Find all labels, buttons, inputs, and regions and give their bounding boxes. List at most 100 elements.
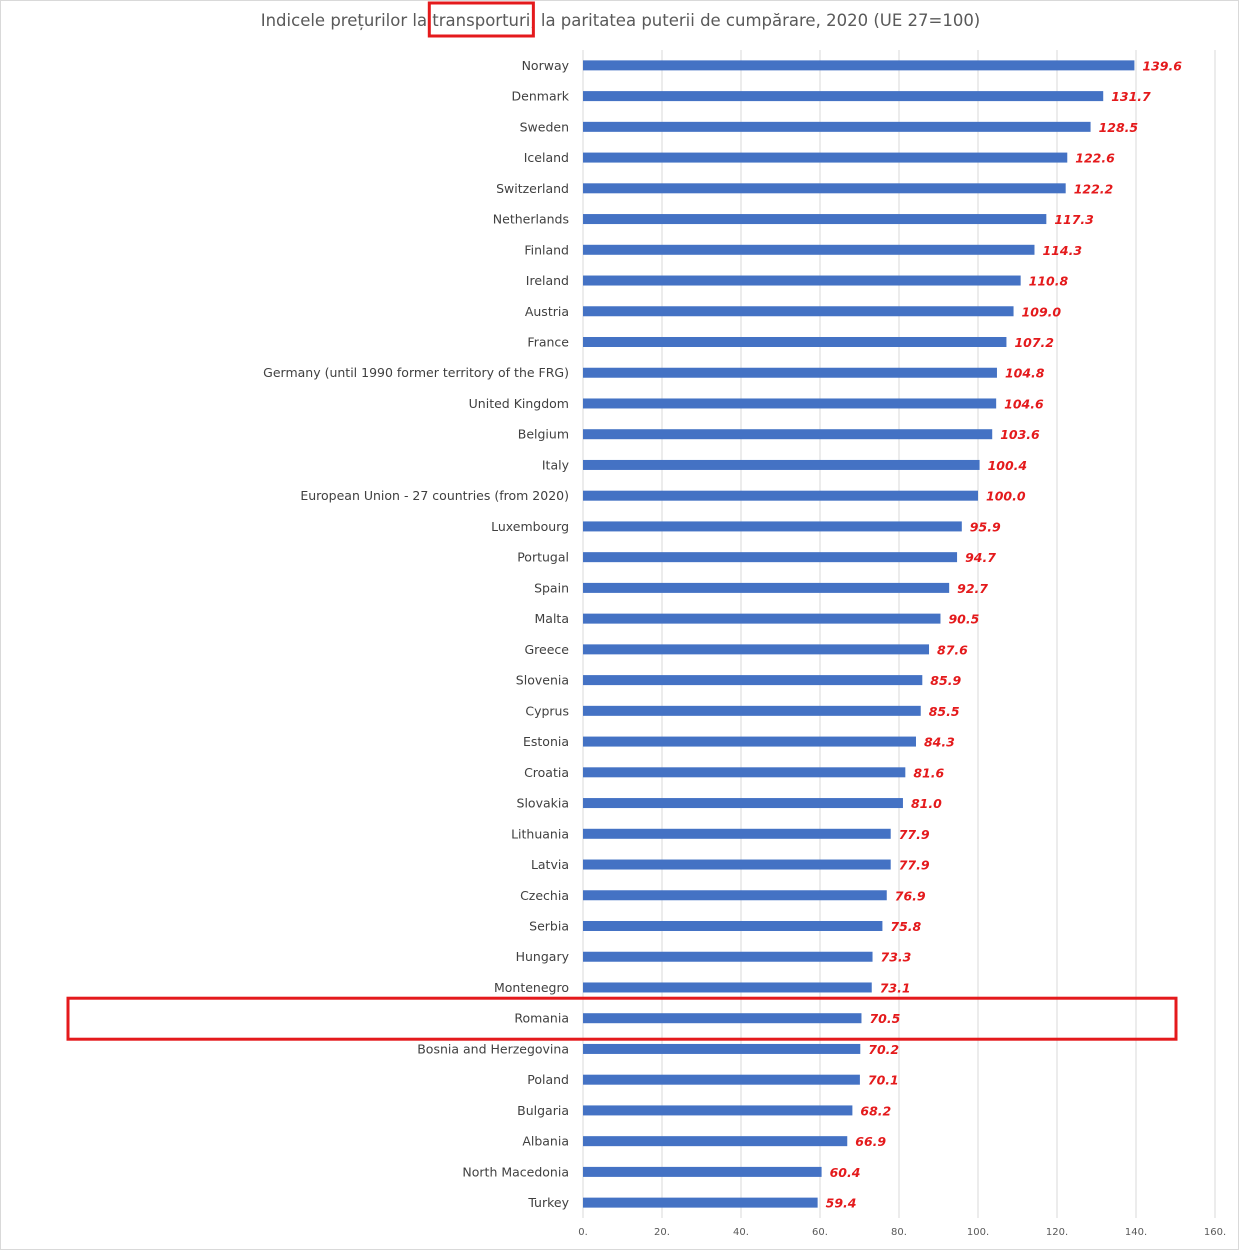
category-label: Germany (until 1990 former territory of … xyxy=(263,365,569,380)
bar xyxy=(583,1166,822,1177)
category-label: Austria xyxy=(525,304,569,319)
x-tick-label: 20. xyxy=(654,1227,670,1238)
highlight-box-title-word xyxy=(427,1,535,38)
bar xyxy=(583,1013,862,1024)
category-label: Turkey xyxy=(527,1195,569,1210)
value-label: 117.3 xyxy=(1054,212,1094,227)
category-label: Bosnia and Herzegovina xyxy=(417,1041,569,1056)
value-label: 100.0 xyxy=(986,489,1026,504)
bar xyxy=(583,859,891,870)
bar xyxy=(583,644,930,655)
bar xyxy=(583,1105,853,1116)
x-tick-label: 40. xyxy=(733,1227,749,1238)
category-label: Poland xyxy=(527,1072,569,1087)
bar xyxy=(583,1043,861,1054)
bar xyxy=(583,552,958,563)
value-label: 73.3 xyxy=(881,950,912,965)
category-label: European Union - 27 countries (from 2020… xyxy=(300,488,569,503)
category-label: Bulgaria xyxy=(517,1103,569,1118)
bar xyxy=(583,705,921,716)
highlight-box-romania xyxy=(66,996,1178,1041)
value-label: 100.4 xyxy=(988,458,1028,473)
bar xyxy=(583,521,962,532)
value-label: 104.6 xyxy=(1004,396,1044,411)
bar xyxy=(583,60,1135,71)
value-label: 92.7 xyxy=(957,581,988,596)
bar xyxy=(583,1197,818,1208)
value-label: 81.6 xyxy=(913,765,944,780)
category-label: Ireland xyxy=(526,273,569,288)
value-label: 77.9 xyxy=(899,858,930,873)
category-label: Denmark xyxy=(512,89,570,104)
category-label: Norway xyxy=(522,58,570,73)
bar xyxy=(583,1074,860,1085)
category-label: Netherlands xyxy=(493,212,569,227)
value-label: 85.9 xyxy=(930,673,961,688)
x-tick-label: 60. xyxy=(812,1227,828,1238)
bar xyxy=(583,613,941,624)
category-label: France xyxy=(527,335,569,350)
bar xyxy=(583,890,887,901)
category-label: Switzerland xyxy=(496,181,569,196)
category-label: Cyprus xyxy=(525,703,569,718)
category-label: Serbia xyxy=(529,919,569,934)
value-label: 75.8 xyxy=(890,919,921,934)
bar xyxy=(583,582,950,593)
bar xyxy=(583,982,872,993)
value-label: 60.4 xyxy=(830,1165,861,1180)
bar xyxy=(583,183,1066,194)
bar xyxy=(583,429,993,440)
category-label: Latvia xyxy=(531,857,569,872)
value-label: 70.2 xyxy=(868,1042,899,1057)
category-label: Czechia xyxy=(520,888,569,903)
value-label: 77.9 xyxy=(899,827,930,842)
value-label: 122.6 xyxy=(1075,151,1115,166)
value-label: 110.8 xyxy=(1029,274,1069,289)
value-label: 131.7 xyxy=(1111,89,1151,104)
bar xyxy=(583,675,923,686)
bar xyxy=(583,121,1091,132)
value-label: 94.7 xyxy=(965,550,996,565)
bar xyxy=(583,798,903,809)
bar xyxy=(583,767,906,778)
category-label: Spain xyxy=(534,580,569,595)
x-tick-label: 80. xyxy=(891,1227,907,1238)
value-label: 70.1 xyxy=(868,1073,899,1088)
bar xyxy=(583,214,1047,225)
bar xyxy=(583,91,1104,102)
value-label: 87.6 xyxy=(937,642,968,657)
bar xyxy=(583,828,891,839)
chart-title: Indicele prețurilor la transporturi, la … xyxy=(260,11,981,30)
category-label: Malta xyxy=(535,611,569,626)
category-label: Estonia xyxy=(523,734,569,749)
value-label: 84.3 xyxy=(924,735,955,750)
bar xyxy=(583,152,1068,163)
bar xyxy=(583,244,1035,255)
category-label: Romania xyxy=(514,1011,569,1026)
value-label: 122.2 xyxy=(1074,181,1114,196)
category-label: Slovenia xyxy=(516,673,569,688)
category-label: Luxembourg xyxy=(491,519,569,534)
bar xyxy=(583,275,1021,286)
bar xyxy=(583,398,997,409)
value-label: 104.8 xyxy=(1005,366,1045,381)
value-label: 90.5 xyxy=(948,612,979,627)
value-label: 81.0 xyxy=(911,796,942,811)
category-label: Portugal xyxy=(517,550,569,565)
x-tick-label: 160. xyxy=(1204,1227,1226,1238)
x-tick-label: 140. xyxy=(1125,1227,1147,1238)
category-label: United Kingdom xyxy=(469,396,569,411)
category-label: Italy xyxy=(542,457,570,472)
category-label: Croatia xyxy=(524,765,569,780)
value-label: 107.2 xyxy=(1014,335,1054,350)
bar xyxy=(583,951,873,962)
category-label: Slovakia xyxy=(517,796,569,811)
value-label: 76.9 xyxy=(895,888,926,903)
value-label: 66.9 xyxy=(855,1134,886,1149)
category-label: Iceland xyxy=(524,150,569,165)
category-label: Greece xyxy=(525,642,570,657)
value-label: 95.9 xyxy=(970,519,1001,534)
x-tick-label: 0. xyxy=(578,1227,588,1238)
